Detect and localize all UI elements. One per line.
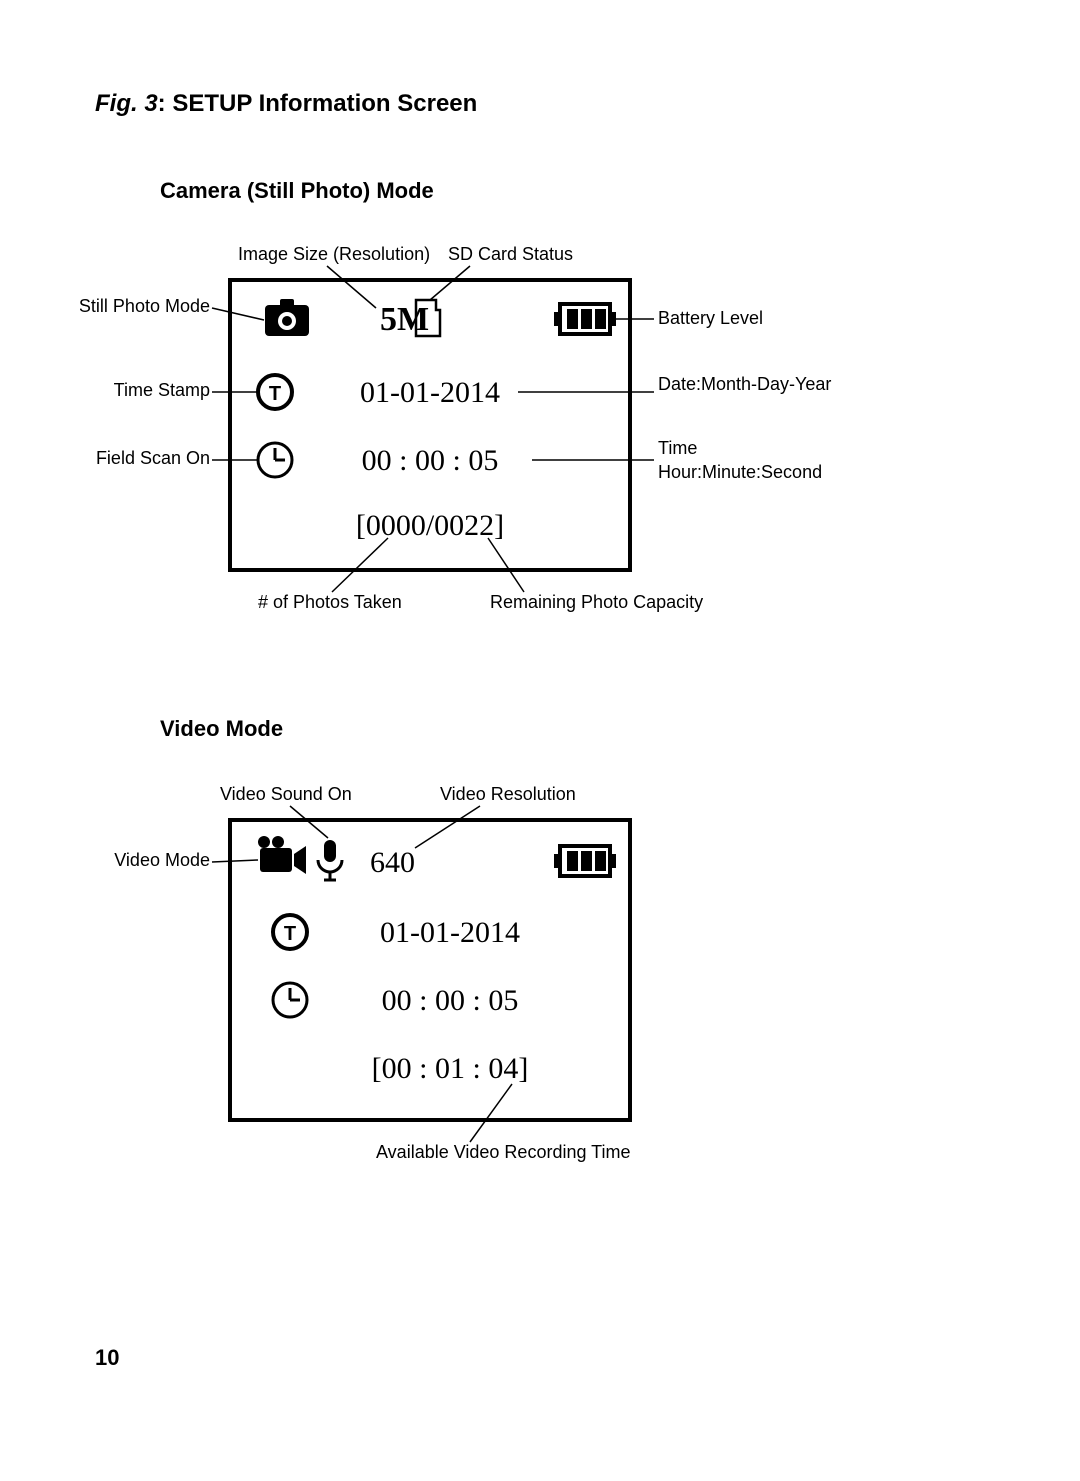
time-text: 00 : 00 : 05 <box>362 444 499 477</box>
video-mode-diagram: 640 T 01-01-2014 00 : 00 : 05 [00 : 01 :… <box>80 760 1000 1190</box>
label-video-mode: Video Mode <box>114 850 210 870</box>
label-field-scan-on: Field Scan On <box>96 448 210 468</box>
label-still-photo-mode: Still Photo Mode <box>80 296 210 316</box>
video-mode-title: Video Mode <box>160 716 283 742</box>
counter-text: [0000/0022] <box>356 509 504 542</box>
field-scan-icon <box>258 443 292 477</box>
label-available-time: Available Video Recording Time <box>376 1142 631 1162</box>
label-time: Time <box>658 438 697 458</box>
svg-text:T: T <box>269 383 281 405</box>
svg-text:T: T <box>284 923 296 945</box>
figure-label: Fig. 3 <box>95 90 158 117</box>
video-duration-text: [00 : 01 : 04] <box>372 1052 529 1085</box>
figure-title: Fig. 3: SETUP Information Screen <box>95 90 477 118</box>
label-video-sound-on: Video Sound On <box>220 784 352 804</box>
video-time-text: 00 : 00 : 05 <box>382 984 519 1017</box>
time-stamp-icon: T <box>273 915 307 949</box>
label-sd-card-status: SD Card Status <box>448 244 573 264</box>
camera-mode-title: Camera (Still Photo) Mode <box>160 178 434 204</box>
label-photos-taken: # of Photos Taken <box>258 592 402 612</box>
battery-icon <box>554 304 616 334</box>
label-battery-level: Battery Level <box>658 308 763 328</box>
time-stamp-icon: T <box>258 375 292 409</box>
resolution-text: 5M <box>380 301 429 338</box>
label-time-format: Hour:Minute:Second <box>658 462 822 482</box>
label-image-size: Image Size (Resolution) <box>238 244 430 264</box>
field-scan-icon <box>273 983 307 1017</box>
label-time-stamp: Time Stamp <box>114 380 210 400</box>
date-text: 01-01-2014 <box>360 376 500 409</box>
video-date-text: 01-01-2014 <box>380 916 520 949</box>
video-camera-icon <box>258 836 306 874</box>
figure-name: SETUP Information Screen <box>172 90 477 117</box>
sound-on-icon <box>318 840 342 880</box>
video-resolution-text: 640 <box>370 846 415 879</box>
label-remaining-capacity: Remaining Photo Capacity <box>490 592 703 612</box>
page: Fig. 3: SETUP Information Screen Camera … <box>0 0 1080 1481</box>
label-video-resolution: Video Resolution <box>440 784 576 804</box>
label-date-format: Date:Month-Day-Year <box>658 374 831 394</box>
camera-mode-diagram: 5M T 01-01-2014 00 : 00 : 05 [0000/00 <box>80 220 1000 620</box>
page-number: 10 <box>95 1345 119 1371</box>
battery-icon <box>554 846 616 876</box>
figure-colon: : <box>158 90 173 117</box>
camera-icon <box>265 299 309 336</box>
